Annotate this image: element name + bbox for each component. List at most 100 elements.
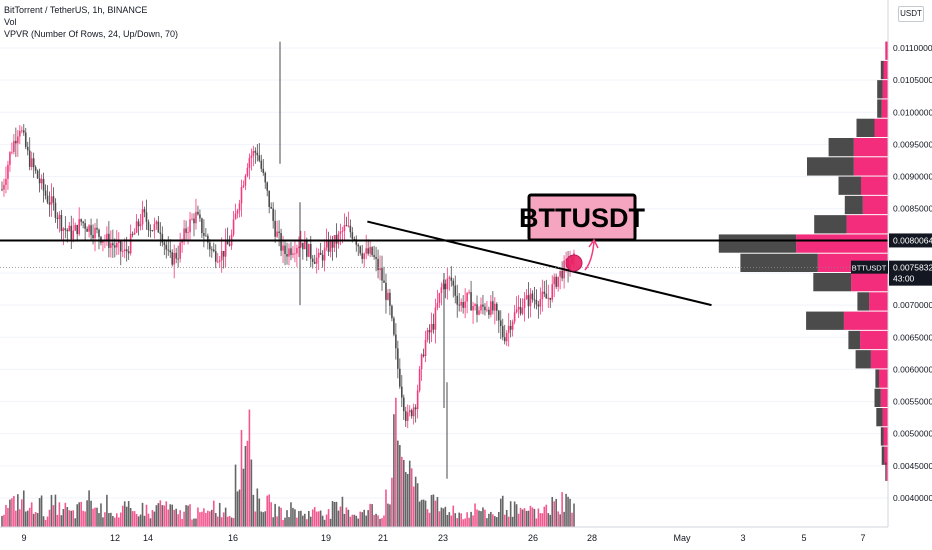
candle-body	[399, 368, 401, 387]
vpvr-down-bar	[814, 215, 847, 234]
candle-body	[402, 397, 405, 412]
volume-bar	[412, 486, 415, 527]
candle-body	[430, 323, 433, 333]
candle-body	[54, 202, 57, 218]
time-tick-label: 19	[321, 533, 331, 543]
candle-body	[123, 249, 126, 252]
breakout-arrow	[584, 241, 595, 271]
volume-bar	[395, 397, 397, 527]
volume-bar	[505, 509, 508, 527]
volume-bar	[112, 516, 114, 527]
volume-bar	[416, 483, 419, 527]
volume-bar	[15, 510, 17, 527]
volume-bar	[224, 507, 227, 527]
volume-bar	[355, 515, 358, 527]
time-tick-label: 23	[438, 533, 448, 543]
candle-body	[353, 238, 356, 240]
vpvr-up-bar	[883, 427, 888, 446]
volume-bar	[525, 510, 528, 527]
volume-bar	[278, 506, 280, 527]
candle-body	[38, 178, 41, 184]
candle-body	[114, 245, 116, 248]
candle-body	[161, 233, 164, 243]
volume-bar	[282, 519, 284, 527]
volume-bar	[96, 507, 98, 527]
candle-body	[339, 231, 342, 234]
candle-body	[102, 240, 104, 243]
volume-bar	[129, 507, 132, 527]
candle-body	[256, 152, 259, 156]
candle-body	[26, 146, 29, 151]
candle-body	[183, 228, 185, 241]
candle-body	[559, 270, 561, 277]
volume-bar	[345, 507, 348, 527]
volume-bar	[216, 516, 219, 527]
candle-body	[341, 231, 344, 232]
candle-body	[157, 221, 160, 233]
volume-bar	[401, 456, 403, 527]
vpvr-up-bar	[870, 350, 888, 369]
candle-body	[110, 243, 112, 248]
candle-body	[44, 190, 47, 196]
volume-bar	[373, 514, 375, 527]
candle-body	[302, 242, 304, 250]
volume-bar	[104, 512, 106, 527]
candle-body	[529, 293, 532, 307]
volume-bar	[337, 510, 340, 527]
candle-body	[357, 244, 360, 247]
volume-bar	[167, 509, 170, 527]
candle-body	[472, 306, 474, 311]
vpvr-down-bar	[848, 330, 861, 350]
vpvr-up-bar	[796, 234, 888, 253]
candle-body	[131, 233, 134, 235]
vpvr-indicator-label[interactable]: VPVR (Number Of Rows, 24, Up/Down, 70)	[4, 29, 179, 39]
candle-body	[212, 249, 215, 252]
volume-bar	[569, 498, 571, 527]
volume-bar	[32, 513, 35, 527]
candle-body	[545, 293, 548, 299]
price-tick-label: 0.0095000	[893, 139, 932, 149]
volume-bar	[298, 511, 300, 527]
volume-bar	[250, 459, 253, 527]
candle-body	[470, 292, 472, 311]
volume-bar	[343, 513, 346, 527]
volume-bar	[488, 513, 490, 527]
candle-body	[375, 256, 377, 259]
volume-bar	[62, 509, 65, 527]
candle-body	[34, 167, 37, 171]
currency-badge[interactable]: USDT	[898, 6, 924, 22]
volume-bar	[175, 508, 177, 527]
candle-body	[197, 211, 199, 215]
candle-body	[286, 254, 288, 257]
candle-body	[171, 252, 174, 265]
volume-bar	[244, 445, 247, 527]
candle-body	[137, 221, 140, 227]
countdown-label: 43:00	[893, 274, 915, 284]
candle-body	[201, 218, 203, 234]
candle-body	[191, 218, 193, 220]
candle-body	[385, 282, 387, 300]
volume-bar	[533, 508, 536, 527]
volume-bar	[72, 510, 75, 527]
volume-bar	[446, 514, 449, 527]
volume-bar	[44, 519, 47, 527]
candle-body	[452, 280, 455, 286]
volume-bar	[230, 517, 233, 527]
candle-body	[499, 320, 502, 327]
volume-bar	[397, 440, 399, 527]
candle-body	[505, 332, 508, 342]
time-tick-label: 12	[110, 533, 120, 543]
candle-body	[56, 217, 59, 220]
volume-bar	[543, 506, 546, 527]
time-tick-label: 21	[378, 533, 388, 543]
candle-body	[486, 309, 488, 311]
volume-bar	[420, 499, 423, 527]
volume-indicator-label[interactable]: Vol	[4, 17, 17, 27]
volume-bar	[238, 489, 241, 527]
candle-body	[222, 250, 225, 257]
price-tick-label: 0.0090000	[893, 172, 932, 182]
vpvr-down-bar	[844, 195, 863, 215]
volume-bar	[503, 514, 506, 527]
candle-body	[436, 303, 439, 308]
